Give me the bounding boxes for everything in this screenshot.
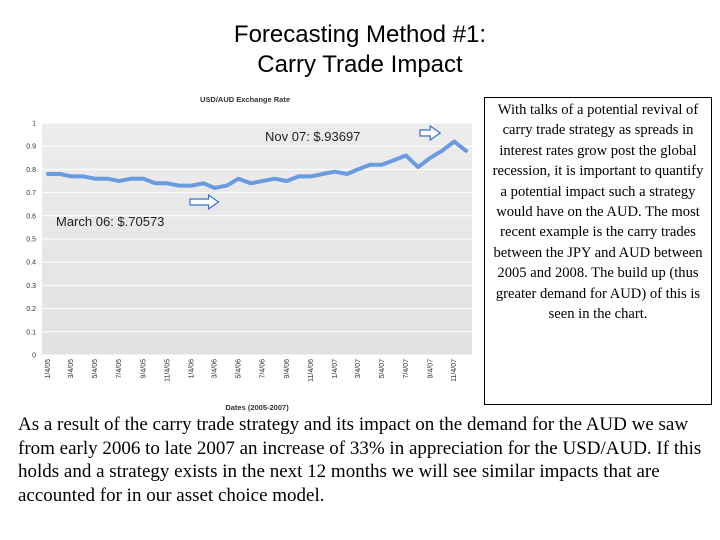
- y-tick-label: 0.5: [26, 237, 36, 244]
- y-tick-label: 1: [32, 121, 36, 128]
- chart-svg: USD/AUD Exchange Rate 0 0.1 0.2 0.3 0.4 0.5 0.…: [26, 95, 472, 412]
- y-tick-label: 0.4: [26, 260, 36, 267]
- x-tick-label: 11/4/05: [164, 359, 171, 382]
- title-line-1: Forecasting Method #1:: [233, 21, 487, 48]
- x-tick-label: 5/4/06: [236, 359, 243, 379]
- series-line-usd-aud: [46, 139, 468, 190]
- x-tick-label: 1/4/05: [45, 359, 52, 379]
- grid-lines: [42, 122, 472, 356]
- x-tick-label: 9/4/05: [140, 359, 147, 379]
- y-tick-label: 0.3: [26, 283, 36, 290]
- x-tick-label: 7/4/06: [260, 359, 267, 379]
- annotation-label-march-06: March 06: $.70573: [56, 214, 164, 229]
- y-tick-label: 0.2: [26, 306, 36, 313]
- exchange-rate-chart: USD/AUD Exchange Rate 0 0.1 0.2 0.3 0.4 0.5 0.…: [12, 88, 482, 416]
- arrow-icon: [189, 193, 220, 211]
- y-tick-label: 0.6: [26, 213, 36, 220]
- x-tick-label: 7/4/05: [116, 359, 123, 379]
- arrow-icon: [419, 124, 442, 142]
- x-tick-label: 9/4/07: [427, 359, 434, 379]
- chart-title: USD/AUD Exchange Rate: [200, 95, 290, 104]
- y-tick-label: 0: [32, 353, 36, 360]
- x-tick-label: 3/4/06: [212, 359, 219, 379]
- annotation-label-nov-07: Nov 07: $.93697: [265, 129, 360, 144]
- x-tick-label: 11/4/06: [308, 359, 315, 382]
- x-tick-label: 1/4/07: [332, 359, 339, 379]
- x-tick-label: 11/4/07: [451, 359, 458, 382]
- x-tick-label: 3/4/07: [355, 359, 362, 379]
- y-tick-label: 0.1: [26, 329, 36, 336]
- x-tick-label: 7/4/07: [403, 359, 410, 379]
- y-tick-label: 0.9: [26, 144, 36, 151]
- chart-annotations: Nov 07: $.93697 March 06: $.70573: [56, 124, 442, 229]
- x-axis: 1/4/05 3/4/05 5/4/05 7/4/05 9/4/05 11/4/05 1/4…: [45, 359, 458, 382]
- slide-title: Forecasting Method #1: Carry Trade Impac…: [0, 20, 720, 80]
- title-line-2: Carry Trade Impact: [257, 51, 463, 78]
- x-tick-label: 5/4/05: [92, 359, 99, 379]
- y-axis: 0 0.1 0.2 0.3 0.4 0.5 0.6 0.7 0.8 0.9 1: [26, 121, 36, 360]
- y-tick-label: 0.8: [26, 167, 36, 174]
- x-tick-label: 1/4/06: [188, 359, 195, 379]
- y-tick-label: 0.7: [26, 190, 36, 197]
- x-tick-label: 9/4/06: [284, 359, 291, 379]
- bottom-paragraph: As a result of the carry trade strategy …: [18, 414, 702, 506]
- x-tick-label: 3/4/05: [68, 359, 75, 379]
- x-axis-label: Dates (2005-2007): [225, 403, 289, 412]
- side-text-box: With talks of a potential revival of car…: [484, 97, 712, 405]
- x-tick-label: 5/4/07: [379, 359, 386, 379]
